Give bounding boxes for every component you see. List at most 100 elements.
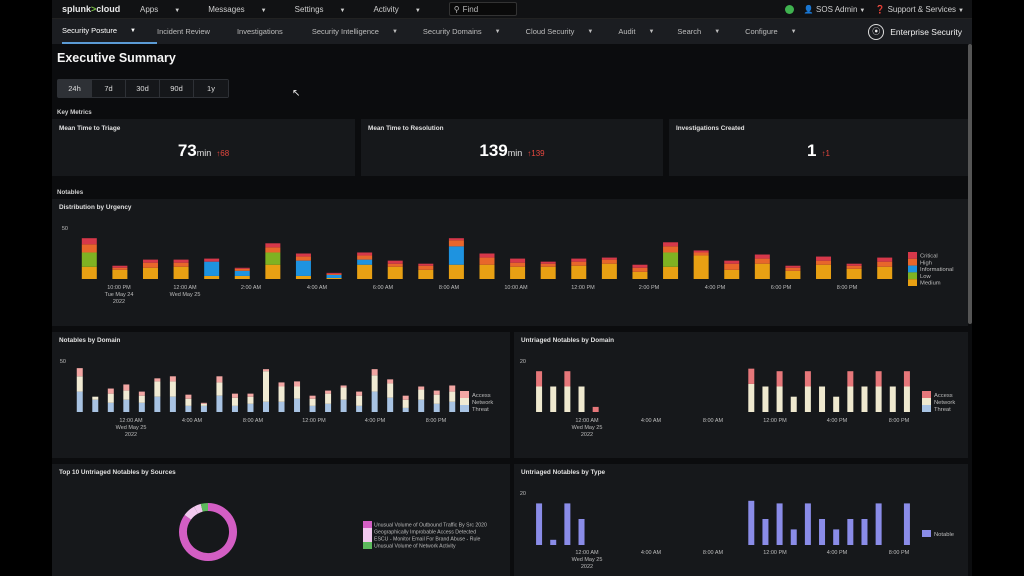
- bar-segment-notable[interactable]: [536, 503, 543, 545]
- bar-segment-network[interactable]: [169, 381, 176, 397]
- bar-segment-threat[interactable]: [387, 397, 394, 412]
- bar-segment-network[interactable]: [123, 390, 130, 400]
- bar-segment-high[interactable]: [448, 240, 464, 247]
- nav-security-posture[interactable]: Security Posture ▼: [62, 19, 157, 44]
- menu-apps[interactable]: Apps ▼: [140, 5, 194, 14]
- bar-segment-high[interactable]: [785, 267, 801, 271]
- bar-segment-high[interactable]: [510, 262, 526, 267]
- bar-segment-threat[interactable]: [433, 403, 440, 412]
- bar-segment-high[interactable]: [387, 263, 403, 267]
- bar-segment-high[interactable]: [142, 262, 158, 268]
- bar-segment-medium[interactable]: [601, 263, 617, 279]
- bar-segment-high[interactable]: [418, 265, 434, 270]
- bar-segment-access[interactable]: [449, 385, 456, 392]
- bar-segment-network[interactable]: [564, 386, 571, 413]
- bar-segment-network[interactable]: [776, 386, 783, 413]
- bar-segment-high[interactable]: [326, 273, 342, 275]
- bar-segment-threat[interactable]: [169, 396, 176, 412]
- bar-segment-access[interactable]: [748, 368, 755, 384]
- bar-segment-threat[interactable]: [200, 405, 207, 412]
- bar-segment-medium[interactable]: [571, 265, 587, 279]
- bar-segment-medium[interactable]: [632, 271, 648, 279]
- untriaged-sources-donut[interactable]: Unusual Volume of Outbound Traffic By Sr…: [52, 464, 510, 576]
- bar-segment-threat[interactable]: [263, 401, 269, 412]
- health-status-icon[interactable]: [784, 4, 794, 14]
- bar-segment-network[interactable]: [247, 396, 254, 404]
- bar-segment-access[interactable]: [154, 378, 161, 382]
- bar-segment-network[interactable]: [833, 396, 840, 412]
- bar-segment-network[interactable]: [449, 391, 456, 402]
- bar-segment-notable[interactable]: [861, 519, 868, 545]
- bar-segment-notable[interactable]: [748, 500, 755, 545]
- bar-segment-high[interactable]: [173, 262, 189, 267]
- bar-segment-network[interactable]: [418, 389, 425, 400]
- nav-incident-review[interactable]: Incident Review: [157, 19, 237, 44]
- bar-segment-medium[interactable]: [326, 277, 342, 279]
- bar-segment-access[interactable]: [402, 395, 409, 400]
- bar-segment-network[interactable]: [550, 386, 557, 413]
- bar-segment-critical[interactable]: [571, 258, 587, 262]
- bar-segment-network[interactable]: [819, 386, 826, 413]
- bar-segment-threat[interactable]: [154, 396, 161, 412]
- bar-segment-critical[interactable]: [479, 253, 495, 258]
- bar-segment-medium[interactable]: [112, 269, 128, 279]
- bar-segment-network[interactable]: [216, 382, 223, 396]
- bar-segment-access[interactable]: [76, 368, 83, 377]
- bar-segment-network[interactable]: [847, 386, 854, 413]
- bar-segment-threat[interactable]: [325, 403, 332, 412]
- bar-segment-high[interactable]: [754, 258, 770, 264]
- bar-segment-medium[interactable]: [418, 269, 434, 279]
- bar-segment-threat[interactable]: [356, 405, 363, 412]
- bar-segment-network[interactable]: [138, 395, 145, 403]
- splunk-logo[interactable]: splunk>cloud: [62, 4, 140, 14]
- menu-settings[interactable]: Settings ▼: [295, 5, 360, 14]
- bar-segment-medium[interactable]: [510, 266, 526, 279]
- bar-segment-critical[interactable]: [295, 253, 311, 257]
- donut-slice[interactable]: [184, 506, 199, 520]
- bar-segment-threat[interactable]: [294, 398, 301, 412]
- bar-segment-medium[interactable]: [448, 264, 464, 279]
- bar-segment-medium[interactable]: [846, 268, 862, 279]
- bar-segment-high[interactable]: [693, 252, 709, 256]
- bar-segment-threat[interactable]: [138, 402, 145, 412]
- bar-segment-network[interactable]: [340, 387, 347, 400]
- bar-segment-threat[interactable]: [216, 395, 223, 412]
- bar-segment-medium[interactable]: [663, 266, 679, 279]
- bar-segment-access[interactable]: [371, 369, 378, 376]
- bar-segment-notable[interactable]: [790, 529, 797, 545]
- bar-segment-network[interactable]: [263, 371, 269, 402]
- bar-segment-high[interactable]: [663, 246, 679, 253]
- bar-segment-medium[interactable]: [724, 269, 740, 279]
- bar-segment-access[interactable]: [536, 371, 543, 387]
- bar-segment-critical[interactable]: [601, 257, 617, 260]
- bar-segment-access[interactable]: [216, 376, 223, 383]
- bar-segment-high[interactable]: [295, 256, 311, 261]
- bar-segment-medium[interactable]: [693, 255, 709, 279]
- bar-segment-medium[interactable]: [540, 266, 556, 279]
- menu-activity[interactable]: Activity ▼: [373, 5, 434, 14]
- bar-segment-network[interactable]: [356, 395, 363, 406]
- bar-segment-network[interactable]: [325, 393, 332, 404]
- bar-segment-high[interactable]: [112, 267, 128, 270]
- nav-security-intelligence[interactable]: Security Intelligence ▼: [312, 19, 423, 44]
- bar-segment-critical[interactable]: [418, 263, 434, 266]
- bar-segment-network[interactable]: [278, 386, 285, 402]
- bar-segment-medium[interactable]: [265, 264, 281, 279]
- bar-segment-medium[interactable]: [816, 264, 832, 279]
- bar-segment-critical[interactable]: [785, 265, 801, 268]
- bar-segment-notable[interactable]: [564, 503, 571, 545]
- bar-segment-access[interactable]: [123, 384, 130, 391]
- bar-segment-high[interactable]: [632, 267, 648, 272]
- bar-segment-medium[interactable]: [877, 266, 893, 279]
- bar-segment-critical[interactable]: [448, 238, 464, 241]
- bar-segment-network[interactable]: [433, 394, 440, 404]
- app-title[interactable]: ⦿ Enterprise Security: [868, 23, 962, 40]
- kpi-mean-time-to-triage[interactable]: Mean Time to Triage 73min ↑68: [52, 119, 355, 176]
- bar-segment-high[interactable]: [846, 265, 862, 269]
- bar-segment-network[interactable]: [875, 386, 882, 413]
- bar-segment-access[interactable]: [875, 371, 882, 387]
- bar-segment-critical[interactable]: [81, 238, 97, 245]
- bar-segment-medium[interactable]: [204, 275, 220, 279]
- range-7d[interactable]: 7d: [92, 80, 126, 97]
